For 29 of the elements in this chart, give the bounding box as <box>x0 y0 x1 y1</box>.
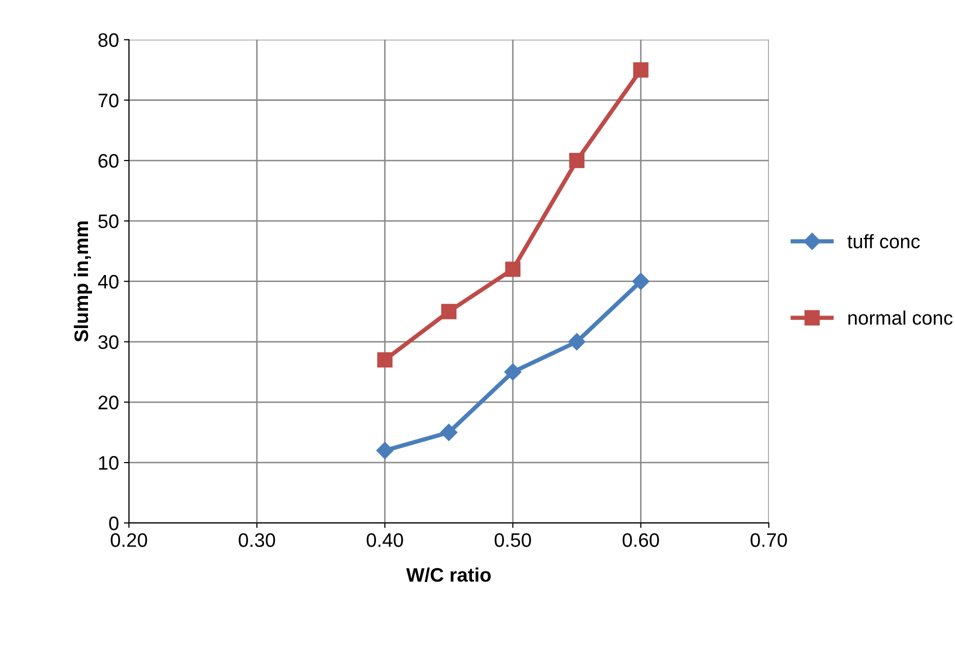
legend-label: normal conc <box>848 310 953 325</box>
point <box>633 62 648 78</box>
y-tick-label: 30 <box>98 335 118 349</box>
point <box>377 352 393 368</box>
x-tick-label: 0.50 <box>494 533 531 547</box>
x-tick-label: 0.30 <box>238 533 276 547</box>
y-tick-label: 10 <box>99 456 118 470</box>
y-tick-label: 40 <box>98 274 118 289</box>
x-axis-title: W/C ratio <box>406 567 491 582</box>
y-axis-title: Slump in,mm <box>74 222 92 342</box>
point <box>441 304 456 320</box>
x-tick-label: 0.40 <box>366 533 404 547</box>
x-tick-label: 0.20 <box>110 533 148 547</box>
point <box>440 424 458 441</box>
point <box>632 272 650 290</box>
point <box>505 262 520 277</box>
y-tick-label: 20 <box>98 396 118 410</box>
point <box>568 333 586 350</box>
point <box>504 363 522 381</box>
x-tick-label: 0.60 <box>622 533 659 547</box>
point <box>569 152 584 168</box>
x-tick-label: 0.70 <box>750 533 787 547</box>
legend-label: tuff conc <box>847 234 920 248</box>
y-tick-label: 70 <box>98 94 118 108</box>
y-tick-label: 60 <box>98 154 118 168</box>
y-tick-label: 0 <box>109 516 118 530</box>
y-tick-label: 50 <box>98 214 118 228</box>
y-tick-label: 80 <box>98 33 118 47</box>
point <box>376 442 394 460</box>
